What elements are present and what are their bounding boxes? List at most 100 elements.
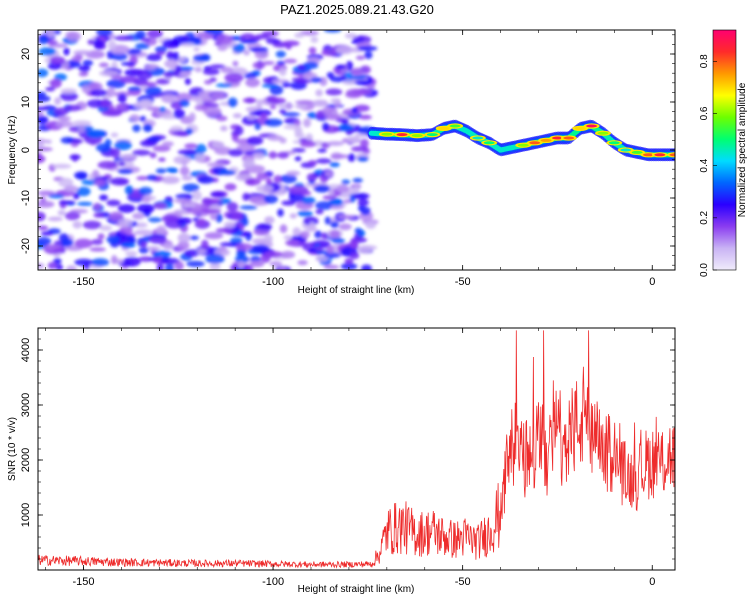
noise-blob [93, 179, 106, 187]
noise-blob [364, 51, 373, 60]
noise-blob [354, 80, 373, 86]
x-tick-label: 0 [649, 276, 655, 288]
noise-blob [117, 204, 136, 213]
noise-blob [308, 47, 317, 55]
noise-blob [118, 161, 126, 167]
noise-blob [74, 238, 93, 249]
noise-blob [49, 56, 66, 65]
noise-blob [120, 61, 136, 66]
noise-blob [194, 66, 203, 73]
noise-blob [194, 104, 209, 111]
noise-blob [204, 232, 224, 240]
noise-blob [134, 222, 148, 228]
noise-blob [209, 64, 226, 69]
noise-blob [184, 143, 198, 149]
noise-blob [172, 51, 180, 61]
noise-blob [119, 75, 139, 84]
noise-blob [192, 190, 202, 201]
ridge-hotspot [574, 126, 586, 130]
noise-blob [119, 226, 133, 235]
noise-blob [314, 185, 331, 193]
noise-blob [280, 250, 296, 259]
noise-blob [354, 133, 368, 138]
noise-blob [315, 255, 329, 262]
noise-blob [330, 154, 350, 159]
noise-blob [193, 54, 209, 62]
noise-blob [106, 79, 126, 89]
noise-blob [153, 202, 167, 210]
noise-blob [239, 205, 258, 210]
snr-line [38, 330, 675, 569]
noise-blob [292, 227, 301, 237]
noise-blob [64, 185, 79, 193]
noise-blob [173, 198, 192, 204]
noise-blob [186, 260, 205, 268]
ridge-hotspot [631, 150, 643, 154]
noise-blob [110, 148, 121, 159]
noise-blob [245, 78, 260, 88]
noise-blob [40, 196, 46, 204]
ridge-hotspot [426, 133, 438, 137]
ridge-hotspot [438, 126, 450, 130]
noise-blob [173, 155, 192, 165]
noise-blob [58, 177, 74, 188]
noise-blob [217, 197, 232, 205]
noise-blob [326, 245, 334, 254]
noise-blob [235, 243, 253, 251]
noise-blob [211, 141, 225, 149]
noise-blob [256, 184, 274, 193]
noise-blob [162, 141, 174, 147]
noise-blob [108, 211, 124, 222]
noise-blob [179, 99, 190, 107]
noise-blob [43, 244, 62, 249]
noise-blob [197, 218, 206, 226]
noise-blob [175, 65, 182, 75]
noise-blob [270, 97, 286, 105]
noise-blob [295, 100, 314, 105]
noise-blob [177, 149, 197, 156]
noise-blob [197, 175, 215, 184]
noise-blob [322, 122, 330, 131]
spectrogram-y-label: Frequency (Hz) [7, 116, 18, 185]
noise-blob [261, 83, 279, 88]
noise-blob [215, 213, 223, 223]
noise-blob [235, 125, 244, 136]
noise-blob [293, 120, 301, 127]
noise-blob [277, 151, 289, 159]
noise-blob [144, 64, 157, 71]
noise-blob [110, 132, 119, 138]
noise-blob [113, 35, 134, 41]
noise-blob [174, 261, 184, 270]
noise-blob [65, 104, 82, 112]
noise-blob [142, 123, 153, 133]
noise-blob [173, 109, 185, 119]
noise-blob [215, 227, 234, 233]
noise-blob [155, 168, 167, 174]
noise-blob [246, 136, 264, 146]
noise-blob [161, 176, 180, 184]
noise-blob [303, 216, 319, 226]
noise-blob [343, 72, 353, 78]
noise-blob [135, 30, 146, 40]
noise-blob [99, 225, 112, 232]
ridge-hotspot [529, 141, 541, 145]
noise-blob [71, 154, 79, 162]
noise-blob [357, 198, 369, 207]
noise-blob [285, 239, 300, 247]
noise-blob [78, 71, 89, 77]
noise-blob [161, 214, 180, 223]
noise-blob [133, 229, 153, 236]
ridge-hotspot [608, 141, 620, 145]
noise-blob [275, 50, 286, 58]
spectrogram-x-label: Height of straight line (km) [298, 285, 415, 296]
noise-blob [294, 103, 308, 110]
noise-blob [88, 82, 100, 90]
colorbar-tick-label: 0.8 [699, 54, 710, 68]
noise-blob [48, 194, 65, 199]
noise-blob [217, 44, 228, 52]
noise-blob [38, 47, 56, 56]
spectrogram-y-axis: -20 -10 0 10 20 [20, 34, 675, 266]
noise-blob [54, 97, 61, 106]
noise-blob [365, 221, 377, 229]
colorbar-ticks: 0.0 0.2 0.4 0.6 0.8 [699, 54, 717, 277]
